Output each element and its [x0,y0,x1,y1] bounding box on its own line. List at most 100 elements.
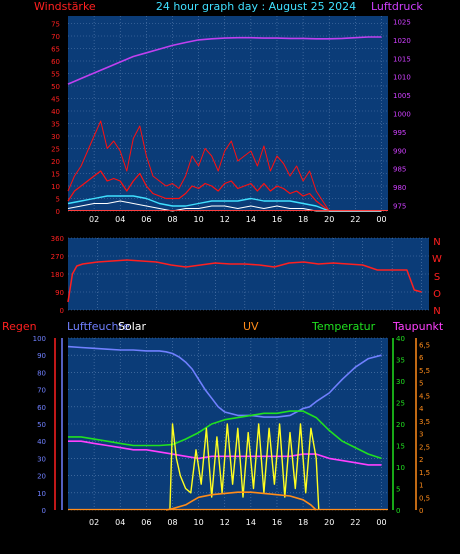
wind-x-tick: 06 [141,215,151,224]
pressure-y-tick: 990 [393,147,406,155]
climate-x-tick: 06 [141,518,151,527]
rain-y-tick: 90 [37,352,46,360]
temperature-y-tick: 35 [396,357,405,365]
wind-x-tick: 20 [324,215,334,224]
climate-x-tick: 10 [194,518,204,527]
wind-x-tick: 02 [89,215,99,224]
pressure-axis-title: Luftdruck [371,0,423,13]
compass-label: S [434,272,440,283]
temperature-y-tick: 0 [396,507,400,515]
climate-plot-series [67,345,388,511]
uv-y-tick: 2,5 [419,443,430,451]
wind-y-tick: 35 [51,121,60,129]
temperature-y-tick: 10 [396,464,405,472]
wind-y-tick: 15 [51,171,60,179]
wind-y-tick: 30 [51,133,60,141]
pressure-y-tick: 1010 [393,74,411,82]
series-uv [165,491,317,511]
rain-y-tick: 70 [37,387,46,395]
pressure-y-tick: 985 [393,166,406,174]
wind-y-tick: 70 [51,33,60,41]
dewpoint-legend: Taupunkt [392,320,444,333]
climate-x-tick: 18 [298,518,308,527]
wind-x-tick: 10 [194,215,204,224]
temperature-y-tick: 40 [396,335,405,343]
uv-y-tick: 0 [419,507,423,515]
climate-x-tick: 04 [115,518,125,527]
rain-y-tick: 40 [37,438,46,446]
wind-y-tick: 10 [51,183,60,191]
direction-y-tick: 270 [51,253,64,261]
temperature-y-tick: 30 [396,378,405,386]
pressure-y-tick: 1000 [393,111,411,119]
pressure-y-tick: 1015 [393,55,411,63]
wind-y-tick: 20 [51,158,60,166]
series-temperature [68,410,382,460]
rain-y-tick: 80 [37,369,46,377]
wind-x-tick: 08 [167,215,177,224]
uv-y-tick: 3 [419,431,423,439]
compass-label: N [433,237,440,248]
climate-plot-labels: 02 04 06 08 10 12 14 16 18 20 22 000102030405060708… [33,335,431,527]
rain-y-tick: 100 [33,335,46,343]
rain-y-tick: 20 [37,473,46,481]
wind-x-tick: 14 [246,215,256,224]
solar-legend: Solar [118,320,147,333]
wind-x-tick: 12 [220,215,230,224]
wind-y-tick: 0 [56,208,60,216]
rain-y-tick: 10 [37,490,46,498]
pressure-y-tick: 995 [393,129,406,137]
climate-x-tick: 02 [89,518,99,527]
wind-x-tick: 16 [272,215,282,224]
uv-y-tick: 2 [419,456,423,464]
temperature-legend: Temperatur [311,320,376,333]
pressure-y-tick: 1025 [393,19,411,27]
wind-x-tick: 22 [350,215,360,224]
series-solar [169,423,320,511]
uv-y-tick: 4 [419,405,424,413]
temperature-y-tick: 20 [396,421,405,429]
pressure-y-tick: 980 [393,184,406,192]
chart-title: 24 hour graph day : August 25 2024 [156,0,356,13]
direction-y-tick: 0 [60,307,64,315]
wind-plot-grid [68,16,388,212]
wind-plot-labels: 02 04 06 08 10 12 14 16 18 20 22 00 [89,215,387,224]
direction-y-tick: 180 [51,271,64,279]
wind-y-tick: 55 [51,71,60,79]
climate-x-tick: 16 [272,518,282,527]
direction-plot-series [67,259,422,303]
temperature-y-tick: 5 [396,486,400,494]
wind-pressure-axes: 0510152025303540455055606570759759809859… [51,19,411,216]
uv-y-tick: 5 [419,380,423,388]
uv-y-tick: 0,5 [419,494,430,502]
wind-y-tick: 50 [51,83,60,91]
direction-y-tick: 360 [51,235,64,243]
rain-y-tick: 0 [42,507,46,515]
direction-y-tick: 90 [55,289,64,297]
uv-y-tick: 6,5 [419,341,430,349]
pressure-y-tick: 1005 [393,92,411,100]
wind-x-tick: 18 [298,215,308,224]
wind-y-tick: 5 [56,196,60,204]
wind-x-tick: 00 [376,215,386,224]
series-direction [67,259,422,303]
wind-axis-title: Windstärke [34,0,96,13]
climate-x-tick: 00 [376,518,386,527]
compass-label: W [432,254,442,265]
humidity-legend: Luftfeuchte [67,320,130,333]
rain-legend: Regen [2,320,37,333]
series-humidity [67,345,382,418]
uv-y-tick: 5,5 [419,367,430,375]
wind-y-tick: 65 [51,46,60,54]
climate-x-tick: 22 [350,518,360,527]
rain-y-tick: 60 [37,404,46,412]
direction-plot-grid [68,237,429,311]
wind-x-tick: 04 [115,215,125,224]
uv-y-tick: 1,5 [419,469,430,477]
wind-y-tick: 60 [51,58,60,66]
climate-x-tick: 08 [167,518,177,527]
wind-plot-series [67,36,388,212]
uv-y-tick: 3,5 [419,418,430,426]
